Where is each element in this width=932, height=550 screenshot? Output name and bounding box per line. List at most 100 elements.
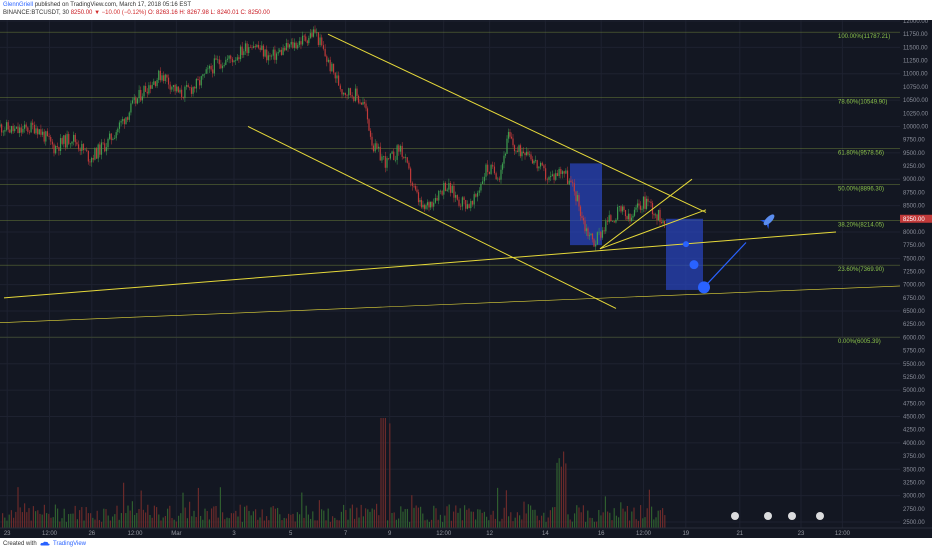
volume-bar [329,521,331,528]
volume-bar [472,511,474,528]
volume-bar [402,511,404,528]
volume-bar [596,521,598,528]
candle-body [471,200,474,205]
volume-bar [541,515,543,528]
candle-body [455,195,457,198]
candle-body [393,151,395,161]
volume-bar [107,515,109,528]
volume-bar [76,519,78,528]
candle-body [660,221,663,224]
candle-body [163,75,165,82]
candle-body [202,74,204,77]
candle-body [524,153,526,156]
candle-body [366,108,369,120]
ohlc-low: L: 8240.01 [210,10,239,16]
candle-body [650,201,652,204]
candle-body [354,88,357,101]
volume-bar [646,508,648,528]
price-tick-label: 6500.00 [903,309,925,315]
candle-body [271,55,273,57]
candle-body [417,192,420,203]
tradingview-cloud-icon [40,541,50,546]
volume-bar [569,519,571,528]
candle-body [528,154,531,156]
candle-body [285,43,287,51]
volume-bar [30,520,32,528]
volume-bar [459,508,461,528]
volume-bar [453,511,455,528]
volume-bar [279,514,281,528]
candle-body [130,103,132,113]
volume-bar [92,517,94,528]
candle-body [239,46,242,60]
candle-body [641,208,643,210]
candle-body [298,41,300,46]
volume-bar [204,508,206,528]
volume-bar [32,506,34,528]
volume-bar [171,517,173,528]
price-tick-label: 8500.00 [903,204,925,210]
candle-body [324,48,326,57]
candle-body [256,44,258,48]
trend-line [599,209,707,250]
candle-body [112,138,114,141]
candle-body [194,86,196,89]
candle-body [35,128,37,134]
candle-body [68,134,70,144]
candle-body [246,43,248,54]
candle-body [374,143,376,152]
candle-body [290,41,292,45]
candle-body [543,165,545,169]
ohlc-close: C: 8250.00 [240,10,270,16]
candle-body [64,135,67,148]
candle-body [215,58,217,60]
candle-body [558,169,560,177]
volume-bar [48,513,50,528]
candle-body [353,96,355,101]
volume-bar [332,516,334,528]
volume-bar [244,506,246,528]
volume-bar [173,519,175,528]
volume-bar [398,518,400,528]
time-tick-label: 12 [486,531,493,537]
candle-body [653,214,655,216]
candle-body [79,149,81,151]
volume-bar [109,520,111,528]
candle-body [563,171,565,174]
candle-body [172,84,175,88]
volume-bar [450,520,452,528]
volume-bar [191,516,193,528]
projection-point [689,260,699,270]
candle-body [9,129,11,133]
candle-body [199,80,201,86]
volume-bar [169,505,171,528]
projection-point [683,241,689,248]
volume-bar [404,509,406,528]
volume-bar [2,513,4,528]
volume-bar [510,512,512,528]
volume-bar [604,496,606,528]
candle-body [539,162,542,167]
author-link[interactable]: GlennGriell [3,2,34,8]
candle-body [510,136,513,139]
volume-bar [208,519,210,528]
chart-plot-area[interactable]: 100.00%(11787.21) 78.60%(10549.90) 61.80%(… [0,20,932,538]
volume-bar [371,508,373,528]
candle-body [282,47,284,55]
candle-body [656,214,658,220]
price-scale-bg [900,20,932,528]
candle-body [478,190,480,193]
candle-body [388,158,390,159]
published-text: published on TradingView.com, March 17, … [34,2,192,8]
time-tick-label: 12:00 [42,531,58,537]
price-tick-label: 7000.00 [903,283,925,289]
tradingview-brand[interactable]: TradingView [53,541,87,547]
candle-body [135,97,137,104]
volume-bar [310,518,312,528]
volume-bar [303,517,305,528]
price-chart[interactable]: 100.00%(11787.21) 78.60%(10549.90) 61.80%(… [0,20,932,538]
candle-body [104,143,106,152]
candle-body [287,43,289,48]
candle-body [576,195,579,202]
volume-bar [475,519,477,528]
